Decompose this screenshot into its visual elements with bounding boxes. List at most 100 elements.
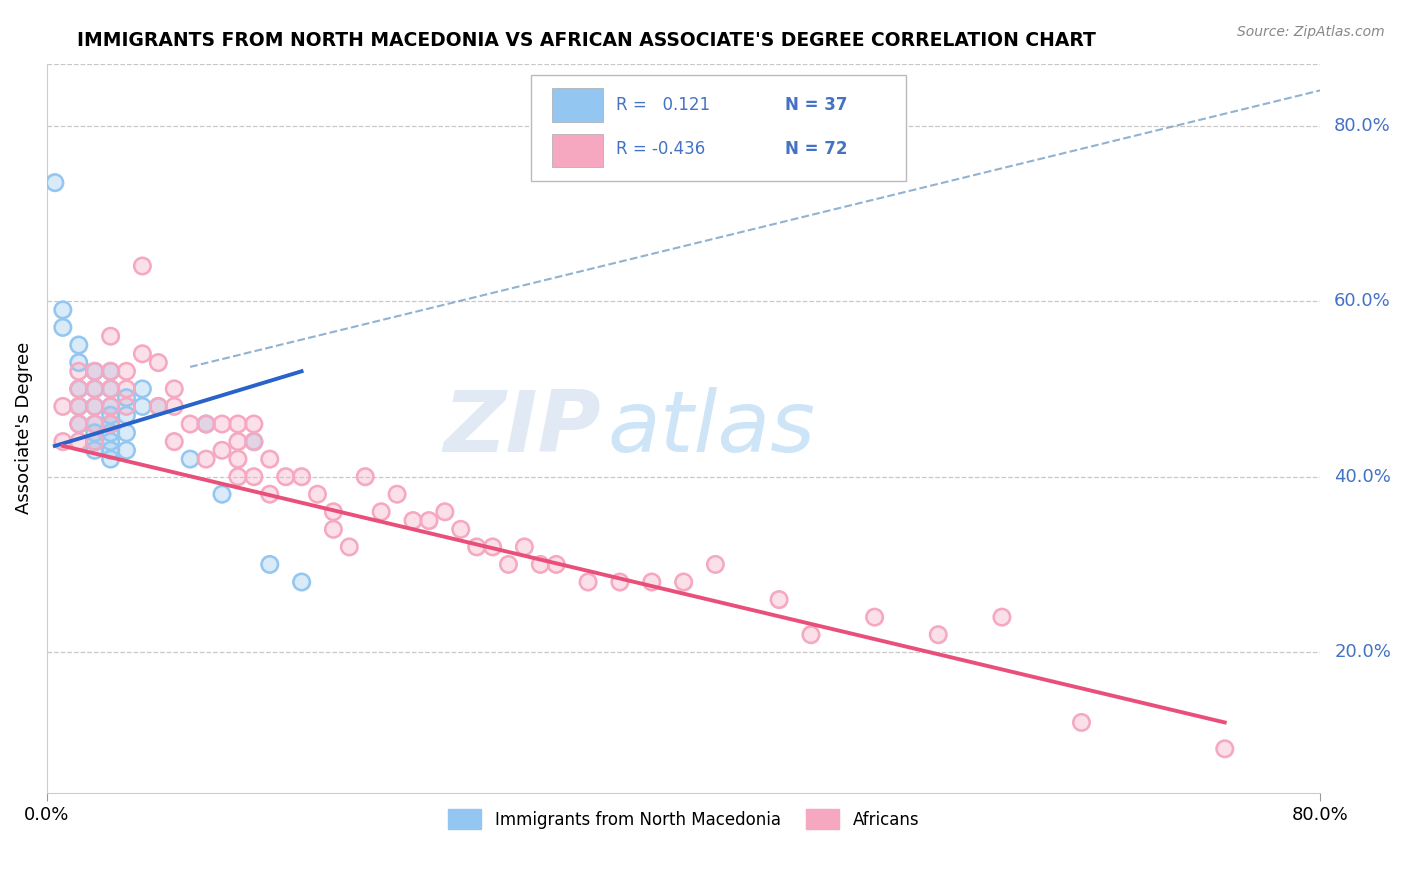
Point — [179, 417, 201, 431]
Point — [800, 627, 823, 641]
Point — [67, 400, 90, 414]
Point — [100, 417, 122, 431]
Point — [211, 443, 233, 458]
Point — [83, 417, 105, 431]
Point — [179, 452, 201, 467]
Point — [131, 347, 153, 361]
Point — [226, 469, 249, 483]
Point — [418, 514, 440, 528]
Point — [100, 434, 122, 449]
Point — [100, 382, 122, 396]
Point — [402, 514, 425, 528]
Point — [163, 400, 186, 414]
Point — [115, 364, 138, 378]
Point — [52, 400, 75, 414]
Bar — [553, 134, 603, 167]
Point — [83, 400, 105, 414]
Point — [179, 417, 201, 431]
Point — [52, 302, 75, 317]
Point — [52, 434, 75, 449]
Point — [100, 425, 122, 440]
Point — [259, 452, 281, 467]
Point — [226, 469, 249, 483]
Point — [148, 400, 170, 414]
Point — [67, 382, 90, 396]
Point — [163, 434, 186, 449]
Point — [83, 425, 105, 440]
Legend: Immigrants from North Macedonia, Africans: Immigrants from North Macedonia, African… — [441, 803, 925, 835]
Point — [100, 425, 122, 440]
Point — [450, 522, 472, 536]
Point — [67, 382, 90, 396]
Point — [385, 487, 408, 501]
Point — [1070, 715, 1092, 730]
Point — [243, 434, 266, 449]
Point — [195, 417, 218, 431]
Point — [243, 434, 266, 449]
Text: R =   0.121: R = 0.121 — [616, 95, 710, 113]
Point — [67, 355, 90, 369]
Point — [67, 364, 90, 378]
Point — [100, 417, 122, 431]
Point — [529, 558, 551, 572]
Point — [83, 417, 105, 431]
Point — [290, 574, 312, 589]
Point — [83, 382, 105, 396]
Point — [402, 514, 425, 528]
Point — [546, 558, 568, 572]
Point — [274, 469, 297, 483]
Point — [259, 487, 281, 501]
Point — [100, 364, 122, 378]
Point — [83, 417, 105, 431]
Point — [609, 574, 631, 589]
Point — [179, 452, 201, 467]
Point — [83, 382, 105, 396]
Point — [337, 540, 360, 554]
Point — [100, 329, 122, 343]
Point — [800, 627, 823, 641]
Point — [274, 469, 297, 483]
Text: N = 72: N = 72 — [786, 140, 848, 158]
Text: IMMIGRANTS FROM NORTH MACEDONIA VS AFRICAN ASSOCIATE'S DEGREE CORRELATION CHART: IMMIGRANTS FROM NORTH MACEDONIA VS AFRIC… — [77, 31, 1097, 50]
Point — [211, 417, 233, 431]
Point — [115, 364, 138, 378]
Point — [163, 434, 186, 449]
Point — [131, 400, 153, 414]
Point — [67, 382, 90, 396]
Text: N = 37: N = 37 — [786, 95, 848, 113]
Point — [115, 408, 138, 422]
Point — [641, 574, 664, 589]
Text: 40.0%: 40.0% — [1334, 467, 1391, 485]
Point — [704, 558, 727, 572]
Point — [100, 408, 122, 422]
Point — [163, 382, 186, 396]
Point — [307, 487, 329, 501]
Point — [83, 382, 105, 396]
Point — [100, 452, 122, 467]
Point — [243, 434, 266, 449]
Bar — [553, 88, 603, 122]
Point — [115, 391, 138, 405]
Point — [354, 469, 377, 483]
Point — [641, 574, 664, 589]
Point — [226, 452, 249, 467]
Point — [259, 558, 281, 572]
Point — [195, 417, 218, 431]
Point — [115, 400, 138, 414]
Point — [513, 540, 536, 554]
Point — [991, 610, 1014, 624]
Point — [307, 487, 329, 501]
Point — [163, 382, 186, 396]
Point — [67, 417, 90, 431]
Point — [83, 382, 105, 396]
Point — [243, 417, 266, 431]
Point — [67, 434, 90, 449]
Y-axis label: Associate's Degree: Associate's Degree — [15, 343, 32, 515]
Point — [1213, 741, 1236, 756]
Point — [243, 417, 266, 431]
Point — [52, 320, 75, 334]
Point — [163, 400, 186, 414]
Point — [100, 382, 122, 396]
Point — [609, 574, 631, 589]
Point — [100, 400, 122, 414]
